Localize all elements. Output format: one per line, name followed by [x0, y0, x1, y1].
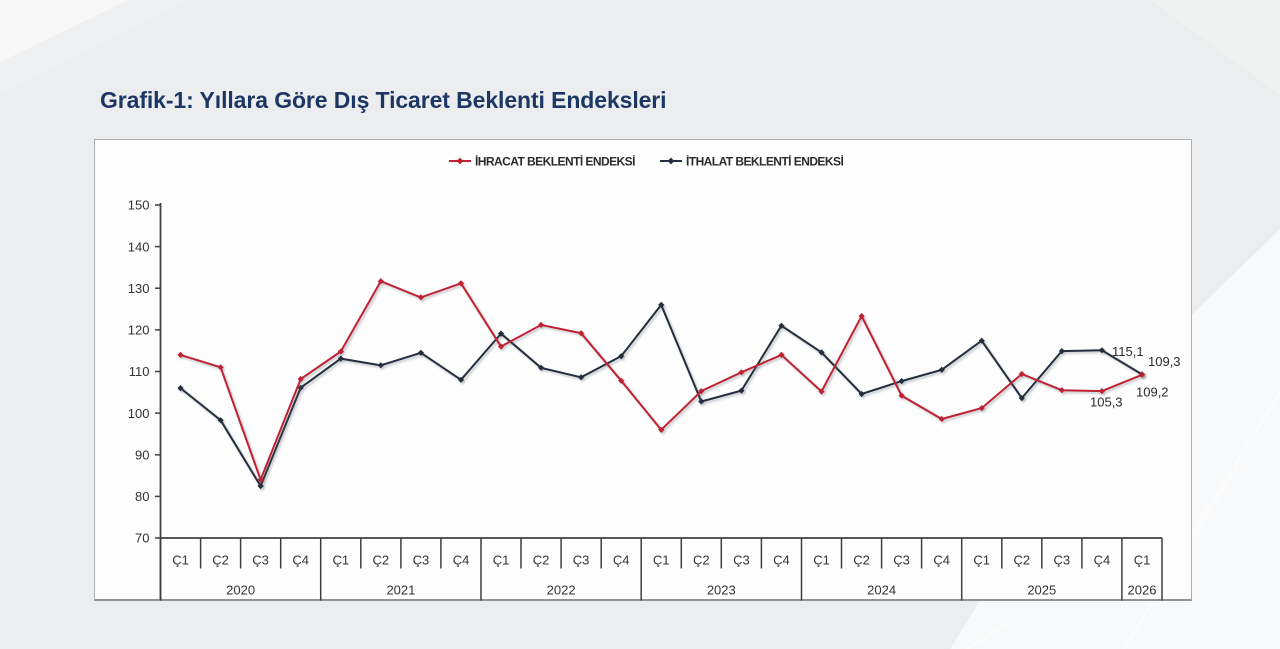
svg-text:Ç1: Ç1 [1134, 553, 1151, 568]
svg-text:90: 90 [135, 447, 149, 462]
svg-text:Ç1: Ç1 [653, 553, 670, 568]
svg-text:140: 140 [128, 239, 150, 254]
svg-text:105,3: 105,3 [1090, 395, 1123, 410]
svg-text:İHRACAT BEKLENTİ ENDEKSİ: İHRACAT BEKLENTİ ENDEKSİ [475, 154, 635, 169]
svg-text:2025: 2025 [1027, 583, 1056, 598]
svg-text:70: 70 [135, 531, 149, 546]
svg-text:Ç3: Ç3 [893, 553, 910, 568]
svg-text:İTHALAT BEKLENTİ ENDEKSİ: İTHALAT BEKLENTİ ENDEKSİ [686, 154, 843, 169]
svg-text:80: 80 [135, 489, 149, 504]
svg-text:Ç2: Ç2 [212, 553, 229, 568]
svg-text:Ç2: Ç2 [1013, 553, 1030, 568]
svg-text:2021: 2021 [386, 583, 415, 598]
svg-text:2023: 2023 [707, 583, 736, 598]
svg-text:Ç4: Ç4 [453, 553, 470, 568]
svg-text:120: 120 [128, 323, 150, 338]
svg-text:Ç1: Ç1 [493, 553, 510, 568]
svg-text:Ç3: Ç3 [413, 553, 430, 568]
svg-text:2020: 2020 [226, 583, 255, 598]
svg-text:Ç2: Ç2 [533, 553, 550, 568]
svg-text:Ç4: Ç4 [1094, 553, 1111, 568]
svg-text:130: 130 [128, 281, 150, 296]
svg-text:150: 150 [128, 198, 150, 213]
svg-text:Ç3: Ç3 [733, 553, 750, 568]
svg-text:Ç2: Ç2 [693, 553, 710, 568]
svg-text:2024: 2024 [867, 583, 896, 598]
svg-text:2022: 2022 [547, 583, 576, 598]
svg-text:Ç1: Ç1 [813, 553, 830, 568]
svg-text:Ç4: Ç4 [773, 553, 790, 568]
svg-text:Ç4: Ç4 [933, 553, 950, 568]
svg-text:Ç1: Ç1 [973, 553, 990, 568]
svg-text:Ç4: Ç4 [292, 553, 309, 568]
svg-text:Ç1: Ç1 [332, 553, 349, 568]
svg-text:Ç2: Ç2 [853, 553, 870, 568]
svg-text:100: 100 [128, 406, 150, 421]
svg-text:110: 110 [129, 364, 150, 379]
svg-text:109,2: 109,2 [1136, 385, 1169, 400]
svg-text:2026: 2026 [1128, 583, 1157, 598]
svg-text:Ç3: Ç3 [252, 553, 269, 568]
svg-text:Ç2: Ç2 [372, 553, 389, 568]
svg-text:115,1: 115,1 [1112, 344, 1144, 359]
svg-text:Ç3: Ç3 [573, 553, 590, 568]
svg-text:Ç4: Ç4 [613, 553, 630, 568]
svg-text:Ç1: Ç1 [172, 553, 189, 568]
svg-text:Ç3: Ç3 [1053, 553, 1070, 568]
svg-text:109,3: 109,3 [1148, 354, 1181, 369]
